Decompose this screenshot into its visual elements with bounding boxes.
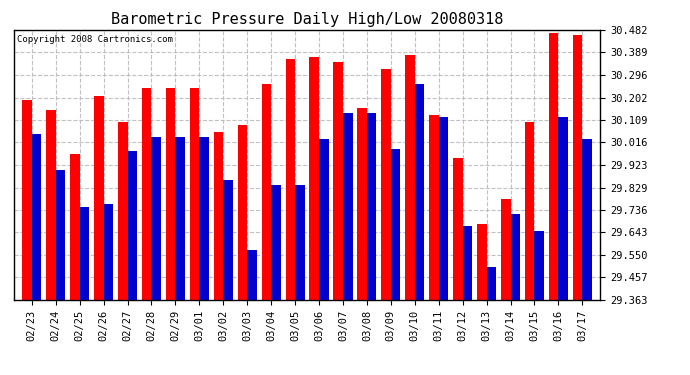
Bar (382, 69, 391, 300)
Title: Barometric Pressure Daily High/Low 20080318: Barometric Pressure Daily High/Low 20080… (111, 12, 503, 27)
Bar (94, 96, 104, 300)
Bar (118, 122, 128, 300)
Bar (79, 207, 89, 300)
Bar (535, 231, 544, 300)
Bar (573, 35, 582, 300)
Bar (104, 204, 113, 300)
Bar (70, 153, 79, 300)
Bar (237, 124, 247, 300)
Bar (333, 62, 343, 300)
Bar (295, 185, 305, 300)
Bar (262, 84, 271, 300)
Bar (453, 158, 463, 300)
Bar (501, 200, 511, 300)
Bar (357, 108, 367, 300)
Text: Copyright 2008 Cartronics.com: Copyright 2008 Cartronics.com (17, 35, 172, 44)
Bar (319, 139, 328, 300)
Bar (56, 170, 66, 300)
Bar (439, 117, 449, 300)
Bar (224, 180, 233, 300)
Bar (549, 33, 558, 300)
Bar (309, 57, 319, 300)
Bar (175, 136, 185, 300)
Bar (582, 139, 592, 300)
Bar (415, 84, 424, 300)
Bar (199, 136, 209, 300)
Bar (558, 117, 568, 300)
Bar (463, 226, 472, 300)
Bar (166, 88, 175, 300)
Bar (22, 100, 32, 300)
Bar (525, 122, 535, 300)
Bar (391, 149, 400, 300)
Bar (477, 224, 486, 300)
Bar (128, 151, 137, 300)
Bar (511, 214, 520, 300)
Bar (271, 185, 281, 300)
Bar (343, 112, 353, 300)
Bar (214, 132, 224, 300)
Bar (247, 250, 257, 300)
Bar (32, 134, 41, 300)
Bar (429, 115, 439, 300)
Bar (405, 55, 415, 300)
Bar (46, 110, 56, 300)
Bar (190, 88, 199, 300)
Bar (286, 59, 295, 300)
Bar (486, 267, 496, 300)
Bar (367, 112, 377, 300)
Bar (151, 136, 161, 300)
Bar (142, 88, 151, 300)
